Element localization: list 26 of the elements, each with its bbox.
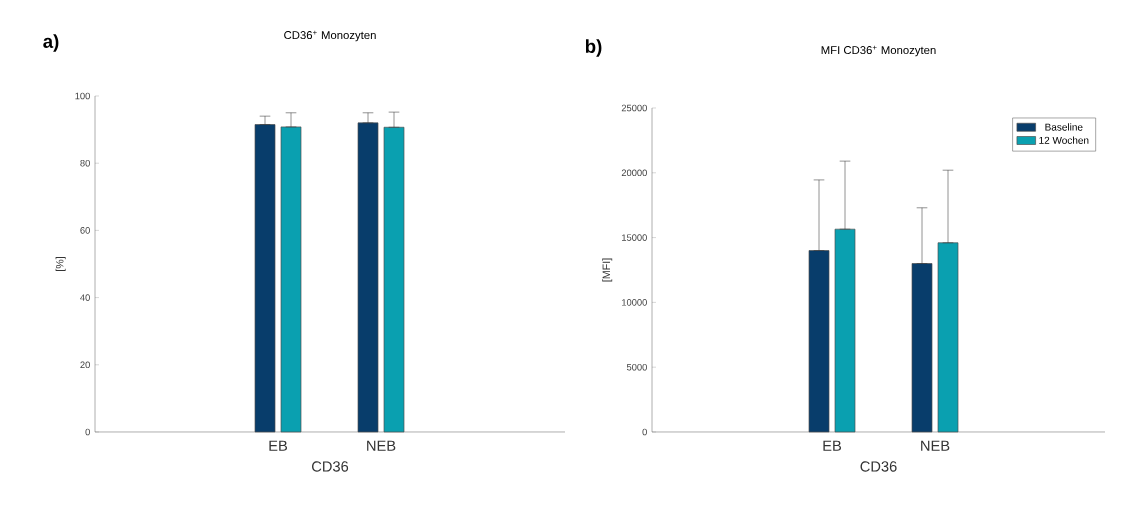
y-tick-label: 80 bbox=[80, 159, 90, 167]
y-tick-label: 0 bbox=[85, 428, 90, 436]
text: b) bbox=[585, 39, 602, 57]
x-axis-title: CD36 bbox=[312, 461, 349, 472]
y-tick-label: 20 bbox=[80, 361, 90, 369]
x-tick-label: EB bbox=[269, 440, 288, 451]
y-tick-label: 0 bbox=[642, 428, 647, 436]
x-axis-title: CD36 bbox=[860, 461, 897, 472]
x-tick-label: EB bbox=[823, 440, 842, 451]
legend-label: 12 Wochen bbox=[1039, 136, 1089, 144]
y-tick-label: 60 bbox=[80, 227, 90, 234]
y-tick-label: 10000 bbox=[622, 299, 647, 306]
x-tick-label: NEB bbox=[921, 440, 950, 451]
chart-title: CD36$^{+}$ Monozyten bbox=[284, 30, 376, 42]
y-tick-label: 25000 bbox=[621, 104, 647, 112]
y-axis-title: [MFI] bbox=[602, 258, 613, 282]
y-tick-label: 20000 bbox=[621, 169, 647, 177]
y-tick-label: 100 bbox=[75, 92, 90, 100]
chart-title: MFI CD36$^{+}$ Monozyten bbox=[821, 45, 936, 57]
y-axis-title: [%] bbox=[55, 257, 66, 271]
y-tick-label: 15000 bbox=[622, 234, 647, 241]
legend-label: Baseline bbox=[1045, 123, 1083, 131]
y-tick-label: 40 bbox=[80, 294, 90, 301]
y-tick-label: 5000 bbox=[626, 363, 647, 371]
text: a) bbox=[43, 34, 59, 52]
x-tick-label: NEB bbox=[367, 440, 396, 451]
